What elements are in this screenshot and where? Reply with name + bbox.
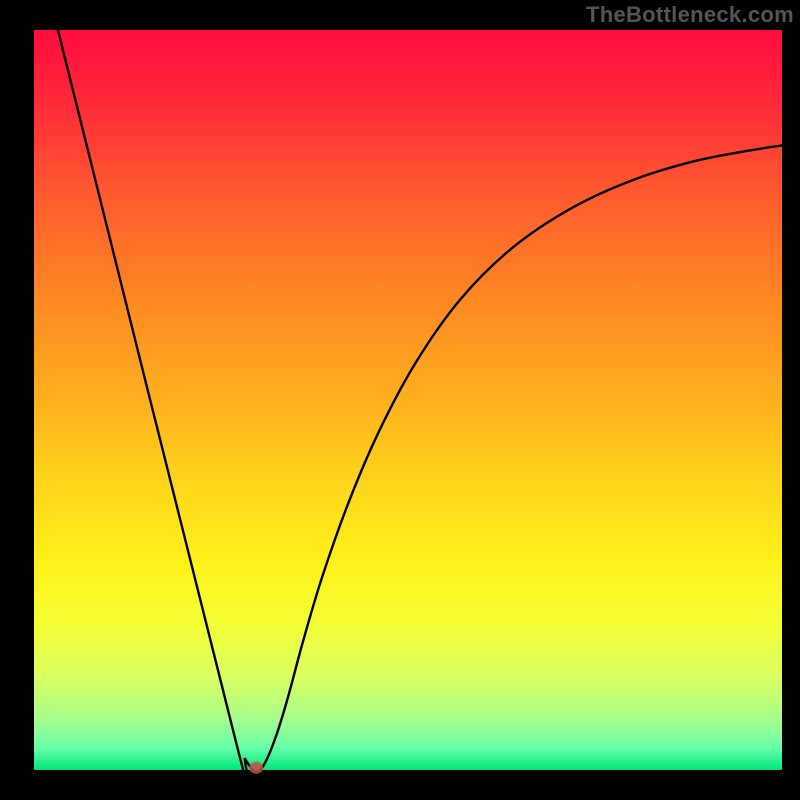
outer-frame: TheBottleneck.com	[0, 0, 800, 800]
gradient-background	[34, 30, 782, 770]
bottleneck-chart	[0, 0, 800, 800]
optimal-point-marker	[249, 762, 263, 774]
watermark-label: TheBottleneck.com	[586, 2, 794, 28]
